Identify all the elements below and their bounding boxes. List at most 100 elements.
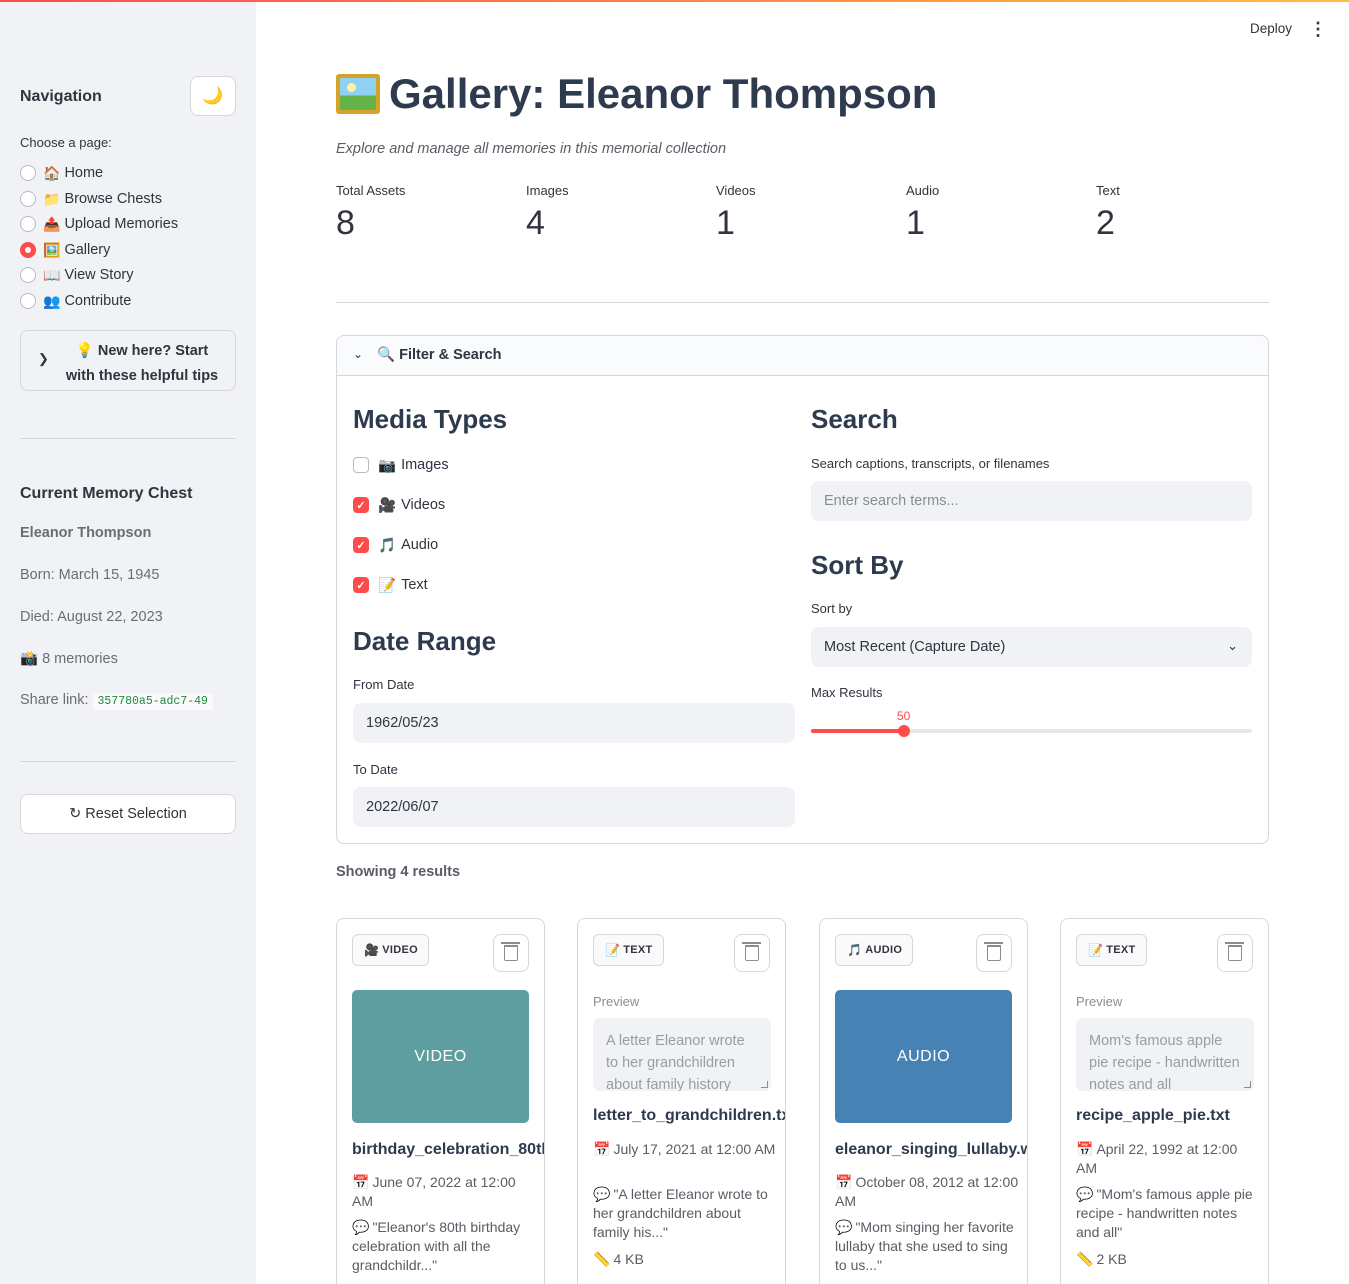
camera-flash-icon: 📸	[20, 651, 39, 667]
capture-date: 📅 April 22, 1992 at 12:00 AM	[1076, 1141, 1238, 1176]
checkbox-label: Text	[401, 577, 428, 593]
theme-toggle-button[interactable]: 🌙	[190, 76, 236, 116]
main-menu-icon[interactable]: ⋮	[1309, 19, 1327, 39]
movie-camera-icon: 🎥	[364, 943, 380, 957]
lightbulb-icon: 💡	[75, 343, 94, 359]
sidebar-item-gallery[interactable]: 🖼️ Gallery	[20, 239, 110, 261]
filter-title: 🔍 Filter & Search	[377, 347, 502, 363]
sidebar-item-view-story[interactable]: 📖 View Story	[20, 264, 133, 286]
radio-button[interactable]	[20, 293, 36, 309]
max-results-slider[interactable]: 50	[811, 709, 1252, 737]
house-icon: 🏠	[43, 164, 61, 181]
sidebar-divider	[20, 761, 236, 762]
sidebar-item-upload-memories[interactable]: 📤 Upload Memories	[20, 213, 178, 235]
sidebar-item-contribute[interactable]: 👥 Contribute	[20, 290, 131, 312]
sidebar-item-browse-chests[interactable]: 📁 Browse Chests	[20, 188, 162, 210]
memo-icon: 📝	[605, 943, 621, 957]
slider-handle[interactable]	[897, 725, 910, 737]
sidebar-item-label: Browse Chests	[64, 191, 162, 207]
speech-bubble-icon: 💬	[593, 1186, 611, 1202]
memo-icon: 📝	[1088, 943, 1104, 957]
audio-thumbnail[interactable]: AUDIO	[835, 990, 1012, 1123]
chest-name: Eleanor Thompson	[20, 525, 152, 541]
metric-value: 2	[1096, 204, 1115, 242]
memo-icon: 📝	[378, 577, 397, 594]
current-chest-title: Current Memory Chest	[20, 485, 193, 502]
media-card: 🎥 VIDEO VIDEO birthday_celebration_80th.…	[336, 918, 545, 1284]
share-code[interactable]: 357780a5-adc7-49	[92, 693, 213, 710]
chevron-down-icon: ⌄	[1227, 638, 1238, 653]
radio-button-selected[interactable]	[20, 242, 36, 258]
radio-button[interactable]	[20, 191, 36, 207]
calendar-icon: 📅	[593, 1141, 611, 1157]
caption: 💬 "Mom's famous apple pie recipe - handwr…	[1076, 1186, 1253, 1240]
metric-text: Text 2	[1096, 183, 1266, 243]
media-card: 🎵 AUDIO AUDIO eleanor_singing_lullaby.wa…	[819, 918, 1028, 1284]
text-preview[interactable]: Mom's famous apple pie recipe - handwrit…	[1076, 1018, 1254, 1091]
sidebar: Navigation 🌙 Choose a page: 🏠 Home 📁 Bro…	[0, 0, 256, 1284]
to-date-label: To Date	[353, 762, 398, 777]
sidebar-item-label: Gallery	[64, 242, 111, 258]
file-size: 📏 4 KB	[593, 1251, 644, 1267]
sort-select[interactable]: Most Recent (Capture Date) ⌄	[811, 627, 1252, 667]
metric-value: 4	[526, 204, 545, 242]
moon-icon: 🌙	[202, 86, 224, 105]
checkbox[interactable]	[353, 457, 369, 473]
preview-label: Preview	[593, 994, 640, 1009]
type-badge: 📝 TEXT	[593, 934, 664, 966]
delete-button[interactable]	[1217, 934, 1253, 972]
checkbox-checked[interactable]: ✓	[353, 497, 369, 513]
resize-handle-icon[interactable]	[761, 1081, 768, 1088]
to-date-input[interactable]: 2022/06/07	[353, 787, 795, 827]
caption: 💬 "Eleanor's 80th birthday celebration wi…	[352, 1219, 521, 1273]
capture-date: 📅 June 07, 2022 at 12:00 AM	[352, 1174, 516, 1209]
radio-button[interactable]	[20, 165, 36, 181]
memories-count: 📸 8 memories	[20, 651, 118, 667]
video-thumbnail[interactable]: VIDEO	[352, 990, 529, 1123]
slider-fill	[811, 729, 904, 733]
sort-label: Sort by	[811, 601, 853, 616]
reset-selection-button[interactable]: ↻ Reset Selection	[20, 794, 236, 834]
type-badge: 🎥 VIDEO	[352, 934, 429, 966]
resize-handle-icon[interactable]	[1244, 1081, 1251, 1088]
tips-expander[interactable]: ❯ 💡 New here? Start with these helpful t…	[20, 330, 236, 391]
sidebar-divider	[20, 438, 236, 439]
checkbox-label: Images	[401, 457, 449, 473]
caption: 💬 "Mom singing her favorite lullaby that …	[835, 1219, 1014, 1273]
ruler-icon: 📏	[593, 1251, 611, 1267]
music-note-icon: 🎵	[378, 537, 397, 554]
framed-picture-icon	[336, 74, 380, 114]
delete-button[interactable]	[734, 934, 770, 972]
search-label: Search captions, transcripts, or filenam…	[811, 456, 1050, 471]
framed-picture-icon: 🖼️	[43, 241, 61, 258]
sidebar-item-home[interactable]: 🏠 Home	[20, 162, 103, 184]
checkbox-audio[interactable]: ✓ 🎵 Audio	[353, 535, 438, 555]
checkbox-checked[interactable]: ✓	[353, 577, 369, 593]
metric-total-assets: Total Assets 8	[336, 183, 506, 243]
from-date-input[interactable]: 1962/05/23	[353, 703, 795, 743]
delete-button[interactable]	[976, 934, 1012, 972]
checkbox-text[interactable]: ✓ 📝 Text	[353, 575, 428, 595]
checkbox-checked[interactable]: ✓	[353, 537, 369, 553]
media-types-heading: Media Types	[353, 404, 508, 434]
page-radio-label: Choose a page:	[20, 135, 112, 150]
metric-audio: Audio 1	[906, 183, 1076, 243]
search-input[interactable]: Enter search terms...	[811, 481, 1252, 521]
checkbox-images[interactable]: 📷 Images	[353, 455, 449, 475]
file-name: letter_to_grandchildren.txt	[593, 1107, 786, 1124]
text-preview[interactable]: A letter Eleanor wrote to her grandchild…	[593, 1018, 771, 1091]
search-heading: Search	[811, 404, 898, 434]
radio-button[interactable]	[20, 216, 36, 232]
type-badge: 🎵 AUDIO	[835, 934, 914, 966]
checkbox-videos[interactable]: ✓ 🎥 Videos	[353, 495, 445, 515]
radio-button[interactable]	[20, 267, 36, 283]
calendar-icon: 📅	[1076, 1141, 1094, 1157]
deploy-button[interactable]: Deploy	[1250, 21, 1293, 36]
delete-button[interactable]	[493, 934, 529, 972]
file-name: birthday_celebration_80th.mp4	[352, 1141, 544, 1158]
filter-expander-header[interactable]: ⌄ 🔍 Filter & Search	[337, 336, 1268, 376]
capture-date: 📅 July 17, 2021 at 12:00 AM	[593, 1141, 776, 1157]
checkbox-label: Audio	[401, 537, 439, 553]
tips-label: 💡 New here? Start with these helpful tip…	[65, 343, 219, 384]
date-range-heading: Date Range	[353, 626, 497, 656]
